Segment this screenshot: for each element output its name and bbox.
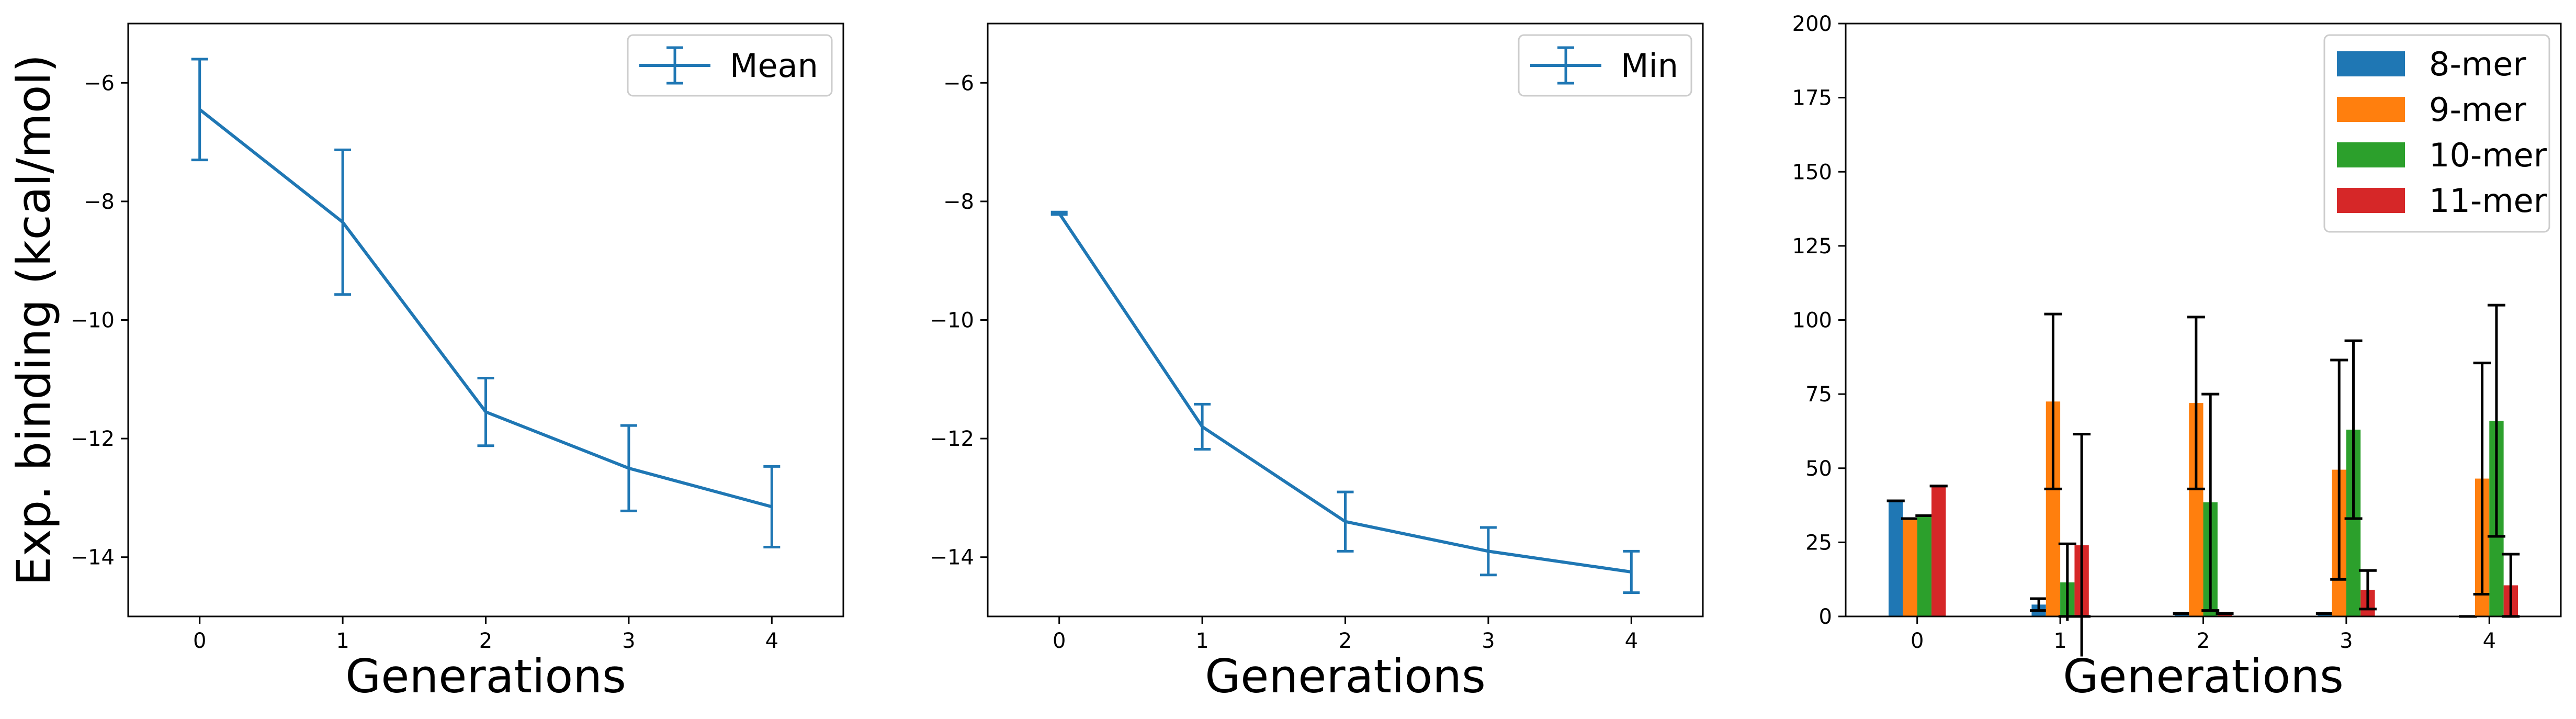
x-tick-label: 1: [1195, 629, 1208, 653]
error-bar: [1337, 490, 1354, 553]
bar-9-mer: [1903, 519, 1917, 616]
x-tick-label: 3: [1482, 629, 1495, 653]
legend-swatch-9-mer: [2337, 97, 2405, 122]
plot-frame: [127, 23, 844, 617]
error-bar: [620, 424, 637, 512]
x-tick-label: 0: [193, 629, 206, 653]
error-bar: [1479, 526, 1497, 577]
legend: Mean: [627, 34, 833, 97]
legend-label: Mean: [730, 47, 818, 85]
legend-box: [1518, 34, 1692, 97]
error-bar: [1194, 402, 1211, 451]
bar-8-mer: [2174, 613, 2189, 616]
legend-swatch-8-mer: [2337, 51, 2405, 76]
error-bar: [1623, 549, 1640, 594]
legend-label: 9-mer: [2429, 91, 2526, 129]
x-axis-label: Generations: [2063, 649, 2344, 703]
legend-label: 8-mer: [2429, 45, 2526, 83]
x-tick-label: 4: [1625, 629, 1638, 653]
legend-box: [2323, 34, 2550, 233]
error-bar: [334, 148, 352, 296]
x-tick-label: 4: [2483, 629, 2496, 653]
error-bar: [1050, 210, 1068, 216]
bar-error: [2487, 304, 2505, 538]
x-tick-label: 0: [1911, 629, 1924, 653]
y-tick-label: −14: [930, 546, 974, 570]
y-tick-label: −10: [71, 309, 115, 333]
error-bar: [763, 465, 781, 548]
legend-label: 11-mer: [2429, 182, 2547, 220]
x-tick-label: 2: [2197, 629, 2210, 653]
bar-error: [2358, 569, 2377, 611]
legend-swatch-11-mer: [2337, 188, 2405, 213]
x-tick-label: 4: [765, 629, 778, 653]
x-axis-label: Generations: [345, 649, 626, 703]
legend: 8-mer 9-mer 10-mer 11-mer: [2323, 34, 2550, 233]
x-tick-label: 1: [336, 629, 349, 653]
y-tick-label: −8: [943, 190, 974, 214]
bar-8-mer: [2318, 613, 2332, 616]
x-tick-label: 3: [622, 629, 635, 653]
bar-error: [2473, 362, 2491, 596]
x-tick-label: 0: [1053, 629, 1066, 653]
bar-error: [2330, 358, 2348, 581]
y-tick-label: −10: [930, 309, 974, 333]
min-binding-panel: −6 −8 −10 −12 −14 0 1 2 3 4 Generations Min: [930, 23, 1704, 703]
bar-8-mer: [1889, 501, 1903, 616]
shared-y-axis-label: Exp. binding (kcal/mol): [7, 54, 61, 586]
y-tick-label: 150: [1792, 160, 1832, 184]
x-tick-label: 1: [2053, 629, 2066, 653]
y-tick-label: −12: [71, 427, 115, 451]
mean-binding-panel: −6 −8 −10 −12 −14 0 1 2 3 4 Generations Mean: [71, 23, 844, 703]
x-tick-label: 2: [479, 629, 492, 653]
y-tick-label: −12: [930, 427, 974, 451]
bar-11-mer: [2217, 613, 2232, 616]
y-tick-label: 175: [1792, 86, 1832, 110]
error-bar: [477, 377, 494, 447]
x-tick-label: 3: [2340, 629, 2353, 653]
series-line-mean: [198, 108, 773, 509]
y-tick-label: 100: [1792, 309, 1832, 333]
y-tick-label: −6: [84, 71, 115, 95]
x-axis-label: Generations: [1205, 649, 1486, 703]
legend-label: 10-mer: [2429, 136, 2547, 174]
y-tick-label: −6: [943, 71, 974, 95]
bar-11-mer: [1931, 486, 1946, 616]
bar-error: [2344, 339, 2363, 520]
y-tick-label: 125: [1792, 234, 1832, 259]
x-tick-label: 2: [1339, 629, 1352, 653]
y-tick-label: −14: [71, 546, 115, 570]
bar-10-mer: [1917, 515, 1932, 616]
y-tick-label: 50: [1805, 457, 1832, 481]
y-tick-label: −8: [84, 190, 115, 214]
y-tick-label: 75: [1805, 383, 1832, 407]
peptide-length-bar-panel: 0 25 50 75 100 125 150 175 200 0 1 2 3 4 Generations 8-…: [1792, 12, 2562, 703]
legend-swatch-10-mer: [2337, 142, 2405, 167]
y-tick-label: 0: [1819, 605, 1832, 629]
bar-error: [2201, 392, 2220, 612]
bar-error: [2030, 597, 2048, 612]
y-tick-label: 200: [1792, 12, 1832, 36]
legend-label: Min: [1621, 47, 1678, 85]
bar-error: [2187, 316, 2205, 490]
legend: Min: [1518, 34, 1692, 97]
error-bar: [191, 58, 208, 162]
bar-error: [2044, 312, 2062, 490]
y-tick-label: 25: [1805, 531, 1832, 555]
plot-frame: [987, 23, 1704, 617]
legend-box: [627, 34, 833, 97]
plot-frame: [1845, 23, 2562, 617]
